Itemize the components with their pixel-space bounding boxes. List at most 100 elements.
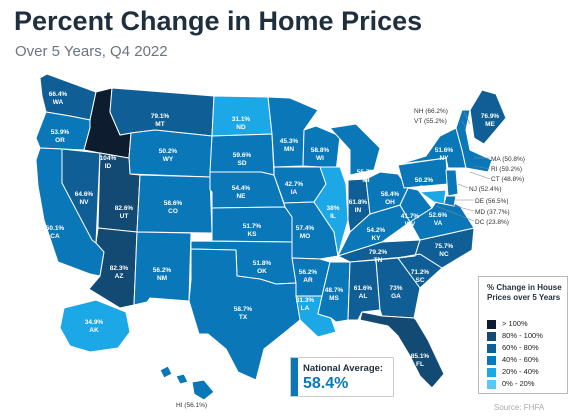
state-value-OK: 51.8%: [253, 260, 272, 267]
state-code-TX: TX: [239, 314, 248, 321]
state-code-MI: MI: [362, 177, 369, 184]
nj-callout: NJ (52.4%): [469, 186, 502, 193]
state-code-OK: OK: [257, 268, 267, 275]
national-average-value: 58.4%: [303, 375, 349, 392]
md-callout: MD (37.7%): [475, 209, 510, 216]
state-value-FL: 85.1%: [411, 353, 430, 360]
state-NE-region: [455, 109, 493, 173]
state-code-SC: SC: [415, 277, 424, 284]
state-HI-1: [159, 365, 173, 379]
source-note: Source: FHFA: [494, 403, 545, 412]
national-average-box: National Average: 58.4%: [290, 357, 394, 397]
state-value-NV: 64.6%: [75, 191, 94, 198]
state-code-IA: IA: [291, 189, 298, 196]
state-value-ID: 104%: [100, 155, 117, 162]
state-code-VA: VA: [434, 220, 443, 227]
state-value-NY: 51.6%: [435, 147, 454, 154]
state-code-UT: UT: [120, 213, 129, 220]
state-HI-2: [175, 373, 189, 385]
state-value-LA: 31.3%: [296, 297, 315, 304]
state-code-AK: AK: [89, 327, 99, 334]
legend-swatch: [487, 331, 496, 341]
state-value-ND: 31.1%: [232, 116, 251, 123]
state-value-AR: 56.2%: [299, 269, 318, 276]
state-code-NV: NV: [79, 199, 89, 206]
state-code-WY: WY: [163, 156, 174, 163]
state-value-MN: 45.3%: [280, 138, 299, 145]
ri-callout-line: [473, 165, 491, 170]
state-code-LA: LA: [301, 305, 310, 312]
state-code-KS: KS: [247, 231, 257, 238]
legend-item: > 100%: [487, 319, 528, 329]
nh-callout-line: [463, 111, 471, 125]
legend-swatch: [487, 355, 496, 365]
state-code-ME: ME: [485, 121, 495, 128]
state-value-AK: 34.9%: [85, 319, 104, 326]
state-value-KS: 51.7%: [243, 223, 262, 230]
state-code-MT: MT: [155, 121, 164, 128]
legend-item: 80% - 100%: [487, 331, 543, 341]
legend: % Change in House Prices over 5 Years > …: [478, 276, 568, 394]
legend-swatch: [487, 367, 496, 377]
state-value-ME: 76.9%: [481, 113, 500, 120]
state-value-MS: 48.7%: [325, 287, 344, 294]
state-code-NY: NY: [439, 155, 449, 162]
state-code-ID: ID: [105, 163, 112, 170]
state-MT: [109, 87, 215, 137]
state-code-NE: NE: [236, 193, 246, 200]
state-value-IA: 42.7%: [285, 181, 304, 188]
state-code-FL: FL: [416, 361, 424, 368]
ri-callout: RI (59.2%): [491, 166, 522, 173]
nj-callout-line: [457, 183, 469, 189]
state-value-NE: 54.4%: [232, 185, 251, 192]
state-code-ND: ND: [236, 124, 246, 131]
state-value-SC: 71.2%: [411, 269, 430, 276]
state-MI: [329, 123, 381, 176]
state-value-AL: 61.6%: [354, 285, 373, 292]
state-value-OH: 58.4%: [381, 191, 400, 198]
national-average-accent: [291, 358, 298, 396]
legend-label: 40% - 60%: [502, 355, 539, 364]
ct-callout: CT (48.8%): [491, 176, 524, 183]
state-code-WI: WI: [316, 155, 324, 162]
state-code-OR: OR: [55, 137, 65, 144]
state-code-AZ: AZ: [115, 273, 124, 280]
state-value-VA: 52.6%: [429, 212, 448, 219]
state-value-CA: 50.1%: [46, 225, 65, 232]
legend-swatch: [487, 343, 496, 353]
state-code-WV: WV: [405, 221, 416, 228]
state-code-WA: WA: [53, 99, 64, 106]
state-code-SD: SD: [237, 160, 246, 167]
state-value-NM: 56.2%: [153, 267, 172, 274]
state-value-GA: 73%: [389, 285, 402, 292]
state-FL: [359, 311, 445, 389]
state-value-CO: 58.6%: [164, 200, 183, 207]
map-title: Percent Change in Home Prices: [14, 6, 423, 36]
state-value-OR: 53.9%: [51, 129, 70, 136]
state-code-GA: GA: [391, 293, 401, 300]
vt-callout-line: [461, 120, 467, 129]
state-NJ: [445, 169, 459, 197]
legend-item: 20% - 40%: [487, 367, 539, 377]
vt-callout: VT (55.2%): [414, 118, 447, 125]
legend-swatch: [487, 379, 496, 389]
dc-callout: DC (23.8%): [475, 219, 509, 226]
state-value-NC: 75.7%: [435, 243, 454, 250]
legend-label: 80% - 100%: [502, 331, 543, 340]
legend-label: 60% - 80%: [502, 343, 539, 352]
state-TX: [188, 248, 301, 381]
state-value-IN: 61.8%: [349, 199, 368, 206]
state-code-IN: IN: [355, 207, 362, 214]
state-code-OH: OH: [385, 199, 395, 206]
state-value-SD: 59.6%: [233, 152, 252, 159]
state-value-PA: 50.2%: [415, 177, 434, 184]
state-code-MS: MS: [329, 295, 339, 302]
state-code-NC: NC: [439, 251, 449, 258]
state-code-CA: CA: [50, 233, 60, 240]
state-code-IL: IL: [330, 213, 336, 220]
state-value-UT: 82.6%: [115, 205, 134, 212]
state-code-CO: CO: [168, 208, 178, 215]
state-code-MN: MN: [284, 146, 294, 153]
state-MD: [419, 189, 447, 205]
